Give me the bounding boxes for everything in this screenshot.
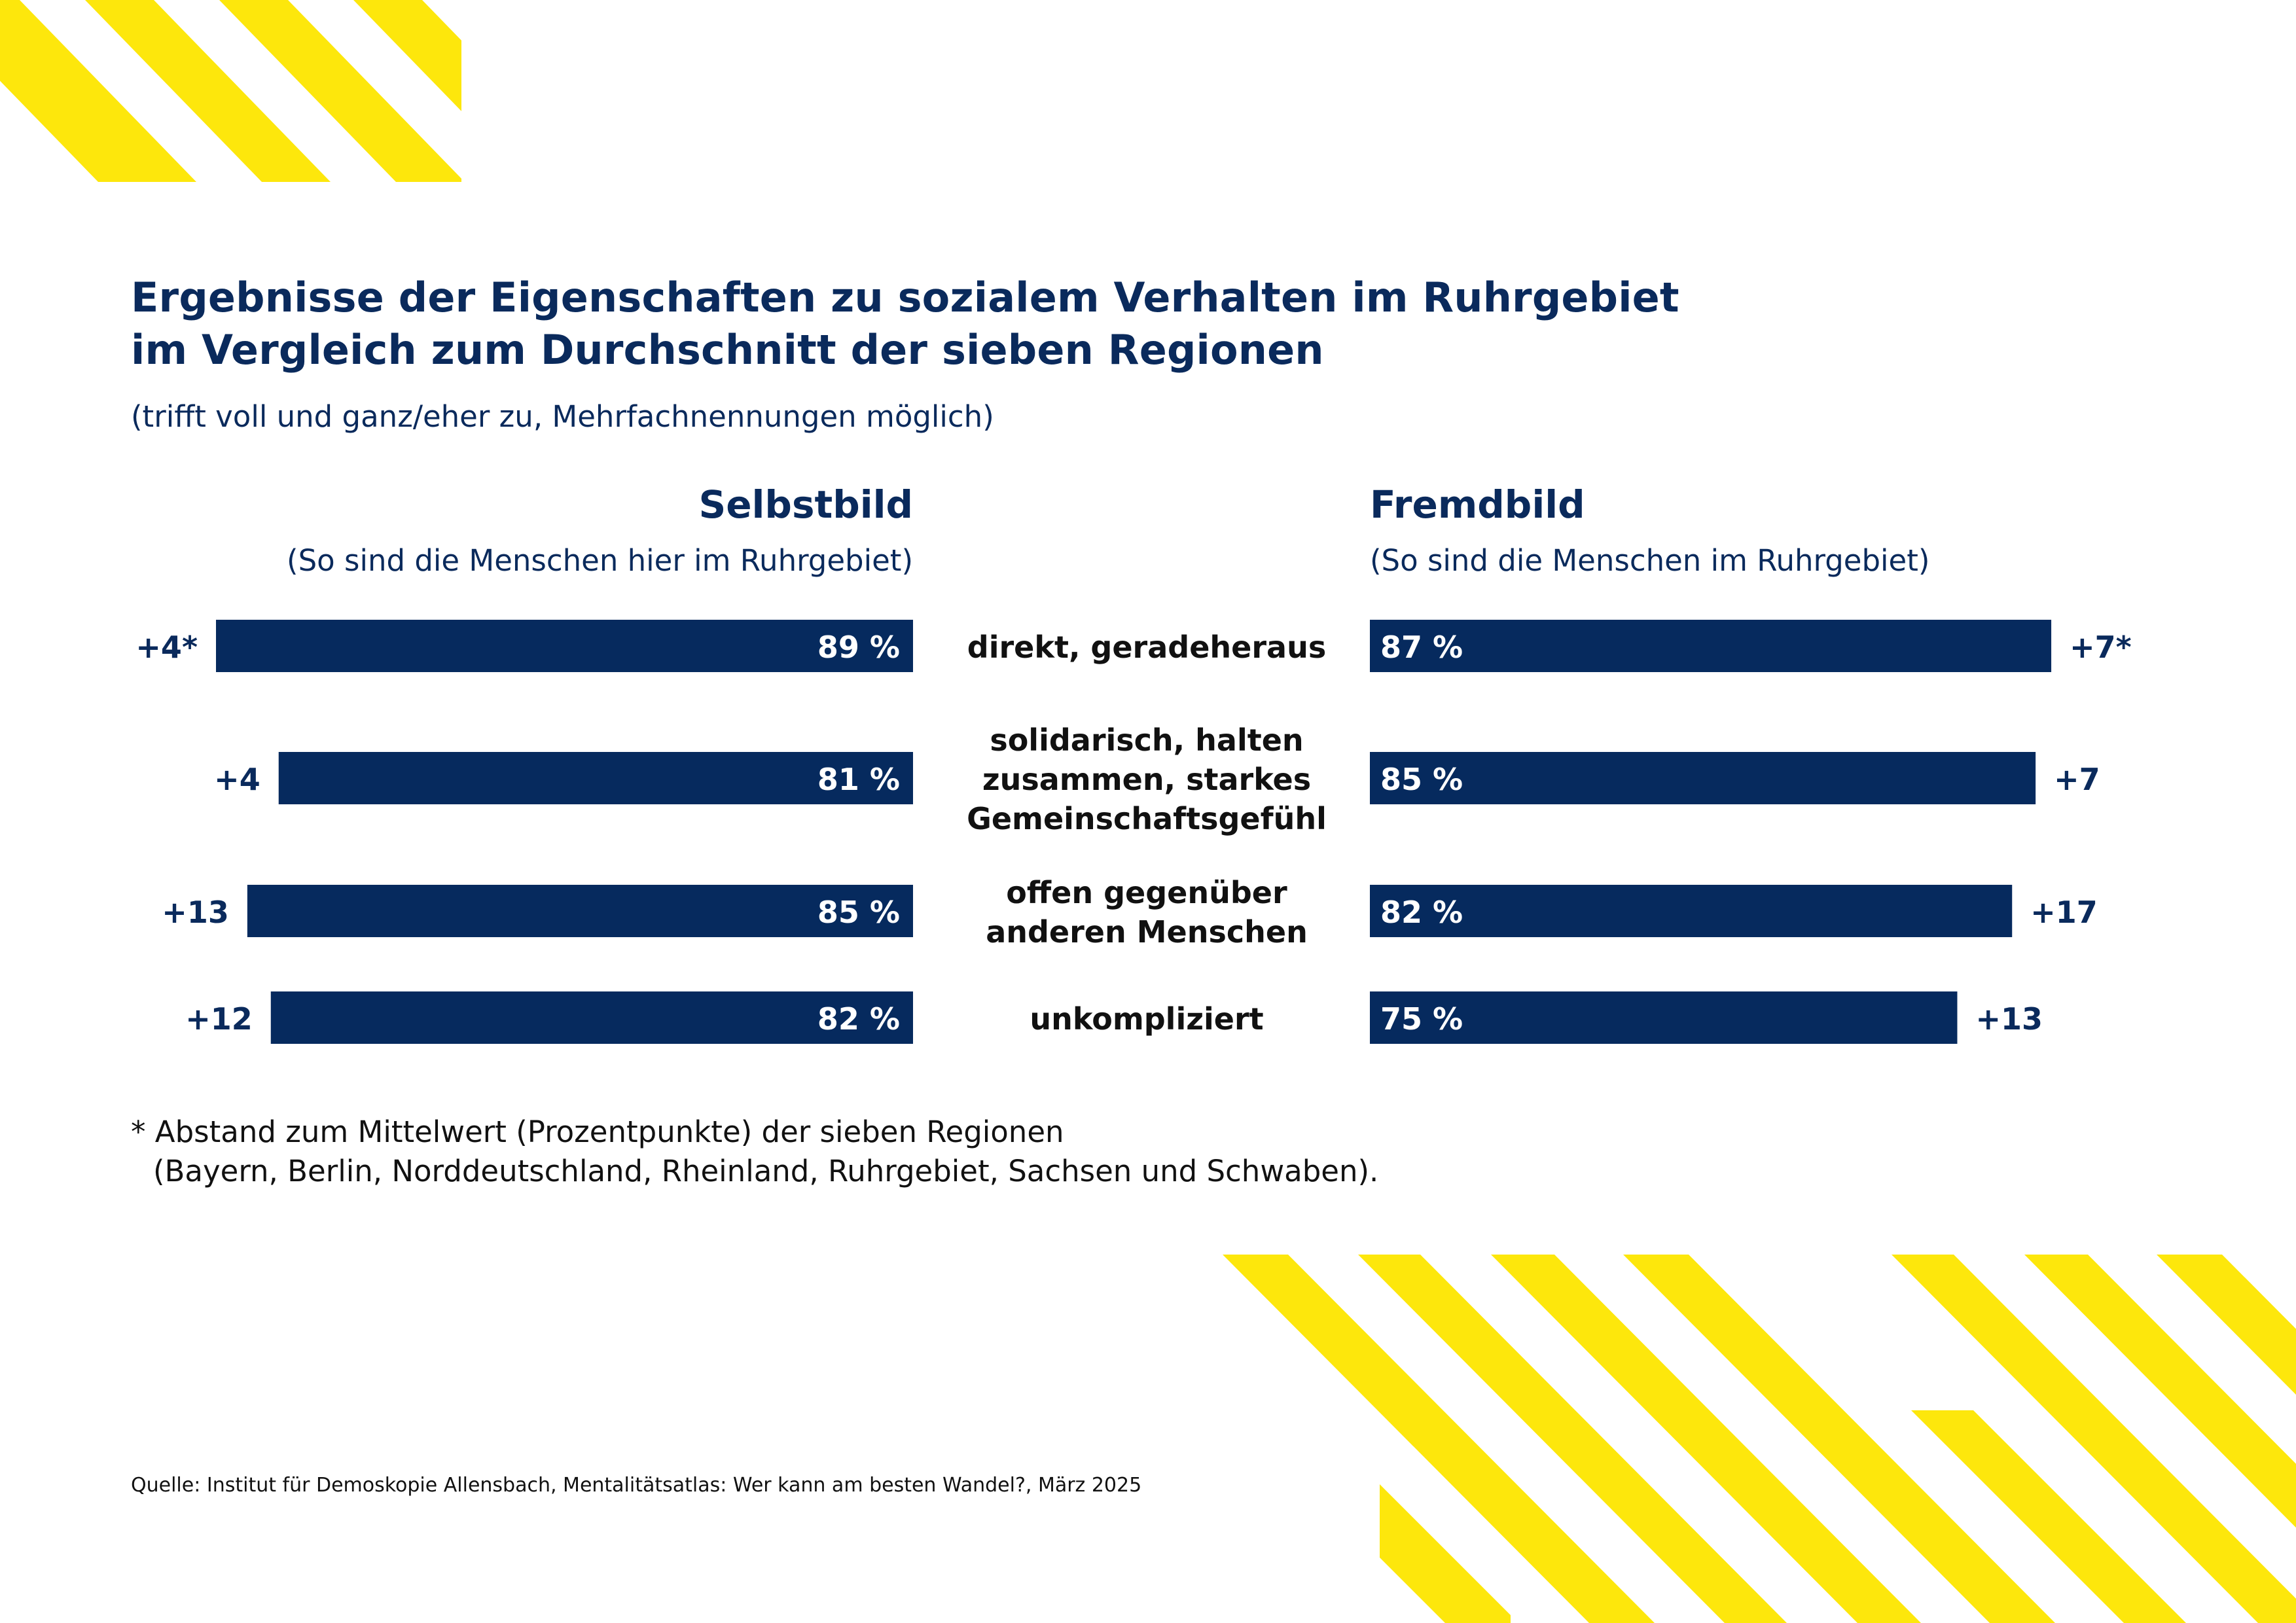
chart-title-line1: Ergebnisse der Eigenschaften zu sozialem… xyxy=(131,274,1679,321)
selbstbild-bar xyxy=(278,752,913,804)
fremdbild-value-label: 82 % xyxy=(1380,895,1463,930)
fremdbild-value-label: 87 % xyxy=(1380,630,1463,665)
chart-title-line2: im Vergleich zum Durchschnitt der sieben… xyxy=(131,326,1324,374)
footnote-line2: (Bayern, Berlin, Norddeutschland, Rheinl… xyxy=(153,1154,1379,1188)
selbstbild-bar xyxy=(216,620,913,672)
selbstbild-bar xyxy=(247,885,913,937)
category-label: solidarisch, halten xyxy=(990,722,1303,758)
selbstbild-value-label: 81 % xyxy=(817,762,900,797)
selbstbild-difference-label: +4 xyxy=(214,762,260,797)
selbstbild-title: Selbstbild xyxy=(698,482,913,527)
fremdbild-subtitle: (So sind die Menschen im Ruhrgebiet) xyxy=(1370,543,1930,578)
fremdbild-title: Fremdbild xyxy=(1370,482,1585,527)
fremdbild-difference-label: +7 xyxy=(2054,762,2100,797)
category-label: unkompliziert xyxy=(1030,1001,1263,1037)
category-label: anderen Menschen xyxy=(986,914,1308,950)
bottom-right-stripes xyxy=(1223,1255,2296,1623)
fremdbild-bar xyxy=(1370,752,2036,804)
fremdbild-difference-label: +7* xyxy=(2070,630,2132,665)
top-left-stripes xyxy=(0,0,461,182)
source-note: Quelle: Institut für Demoskopie Allensba… xyxy=(131,1474,1142,1497)
category-label: Gemeinschaftsgefühl xyxy=(967,801,1327,836)
fremdbild-value-label: 85 % xyxy=(1380,762,1463,797)
chart-subtitle: (trifft voll und ganz/eher zu, Mehrfachn… xyxy=(131,399,994,434)
fremdbild-difference-label: +17 xyxy=(2030,895,2098,930)
fremdbild-bar xyxy=(1370,885,2013,937)
category-label: direkt, geradeheraus xyxy=(967,630,1326,665)
selbstbild-difference-label: +4* xyxy=(135,630,198,665)
selbstbild-value-label: 82 % xyxy=(817,1001,900,1037)
fremdbild-difference-label: +13 xyxy=(1975,1001,2043,1037)
selbstbild-bar xyxy=(270,991,913,1044)
chart-title: Ergebnisse der Eigenschaften zu sozialem… xyxy=(131,272,1679,376)
category-label: zusammen, starkes xyxy=(982,762,1311,797)
footnote-line1: * Abstand zum Mittelwert (Prozentpunkte)… xyxy=(131,1115,1064,1149)
selbstbild-difference-label: +13 xyxy=(162,895,229,930)
fremdbild-value-label: 75 % xyxy=(1380,1001,1463,1037)
selbstbild-difference-label: +12 xyxy=(185,1001,253,1037)
category-label: offen gegenüber xyxy=(1006,875,1287,910)
footnote: * Abstand zum Mittelwert (Prozentpunkte)… xyxy=(131,1113,1378,1191)
selbstbild-value-label: 89 % xyxy=(817,630,900,665)
bottom-stripe-small xyxy=(1380,1484,1511,1623)
selbstbild-subtitle: (So sind die Menschen hier im Ruhrgebiet… xyxy=(287,543,913,578)
fremdbild-bar xyxy=(1370,991,1958,1044)
fremdbild-bar xyxy=(1370,620,2052,672)
selbstbild-value-label: 85 % xyxy=(817,895,900,930)
